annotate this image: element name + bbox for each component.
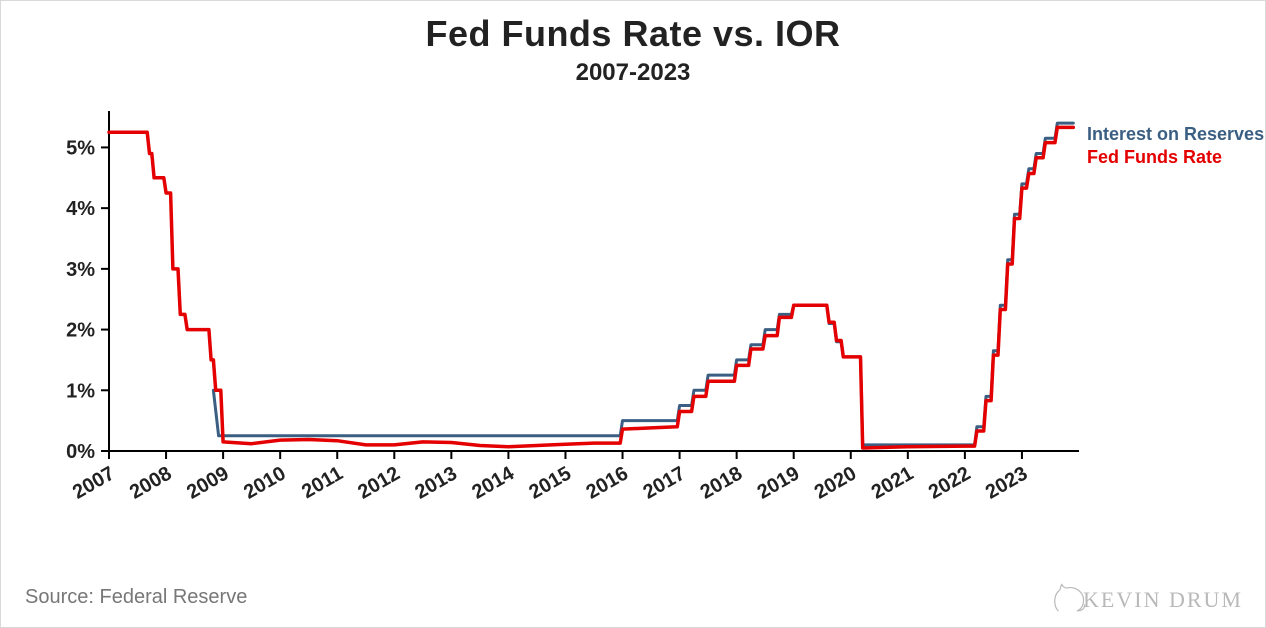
legend-item-ffr: Fed Funds Rate [1087, 146, 1264, 169]
chart-subtitle: 2007-2023 [1, 59, 1265, 87]
svg-text:3%: 3% [66, 259, 95, 281]
svg-text:5%: 5% [66, 137, 95, 159]
series-line [109, 127, 1073, 448]
svg-text:2013: 2013 [411, 462, 461, 503]
svg-text:2021: 2021 [868, 462, 918, 503]
plot-area: 0%1%2%3%4%5% 200720082009201020112012201… [49, 101, 1079, 501]
svg-text:2018: 2018 [697, 462, 747, 503]
svg-text:2010: 2010 [240, 462, 290, 503]
svg-text:2%: 2% [66, 320, 95, 342]
legend-item-ior: Interest on Reserves [1087, 123, 1264, 146]
svg-text:2017: 2017 [640, 462, 690, 503]
svg-text:0%: 0% [66, 441, 95, 463]
svg-text:2019: 2019 [754, 462, 804, 503]
svg-text:2015: 2015 [525, 462, 575, 503]
svg-text:2020: 2020 [811, 462, 861, 503]
svg-text:2008: 2008 [126, 462, 176, 503]
legend: Interest on Reserves Fed Funds Rate [1087, 123, 1264, 168]
svg-text:2016: 2016 [582, 462, 632, 503]
cat-icon [1051, 581, 1087, 613]
svg-text:1%: 1% [66, 380, 95, 402]
svg-text:2022: 2022 [925, 462, 975, 503]
source-label: Source: Federal Reserve [25, 586, 247, 609]
svg-text:2007: 2007 [69, 462, 119, 503]
watermark-text: KEVIN DRUM [1083, 587, 1243, 613]
svg-text:2014: 2014 [468, 462, 518, 504]
series-line [213, 123, 1073, 445]
svg-text:2011: 2011 [298, 462, 347, 503]
svg-text:4%: 4% [66, 198, 95, 220]
chart-title: Fed Funds Rate vs. IOR [1, 13, 1265, 55]
svg-text:2023: 2023 [982, 462, 1032, 503]
svg-text:2009: 2009 [183, 462, 233, 503]
svg-text:2012: 2012 [354, 462, 404, 503]
chart-frame: { "chart": { "type": "line", "title": "F… [0, 0, 1266, 628]
watermark: KEVIN DRUM [1051, 581, 1243, 613]
chart-svg: 0%1%2%3%4%5% 200720082009201020112012201… [49, 101, 1079, 501]
